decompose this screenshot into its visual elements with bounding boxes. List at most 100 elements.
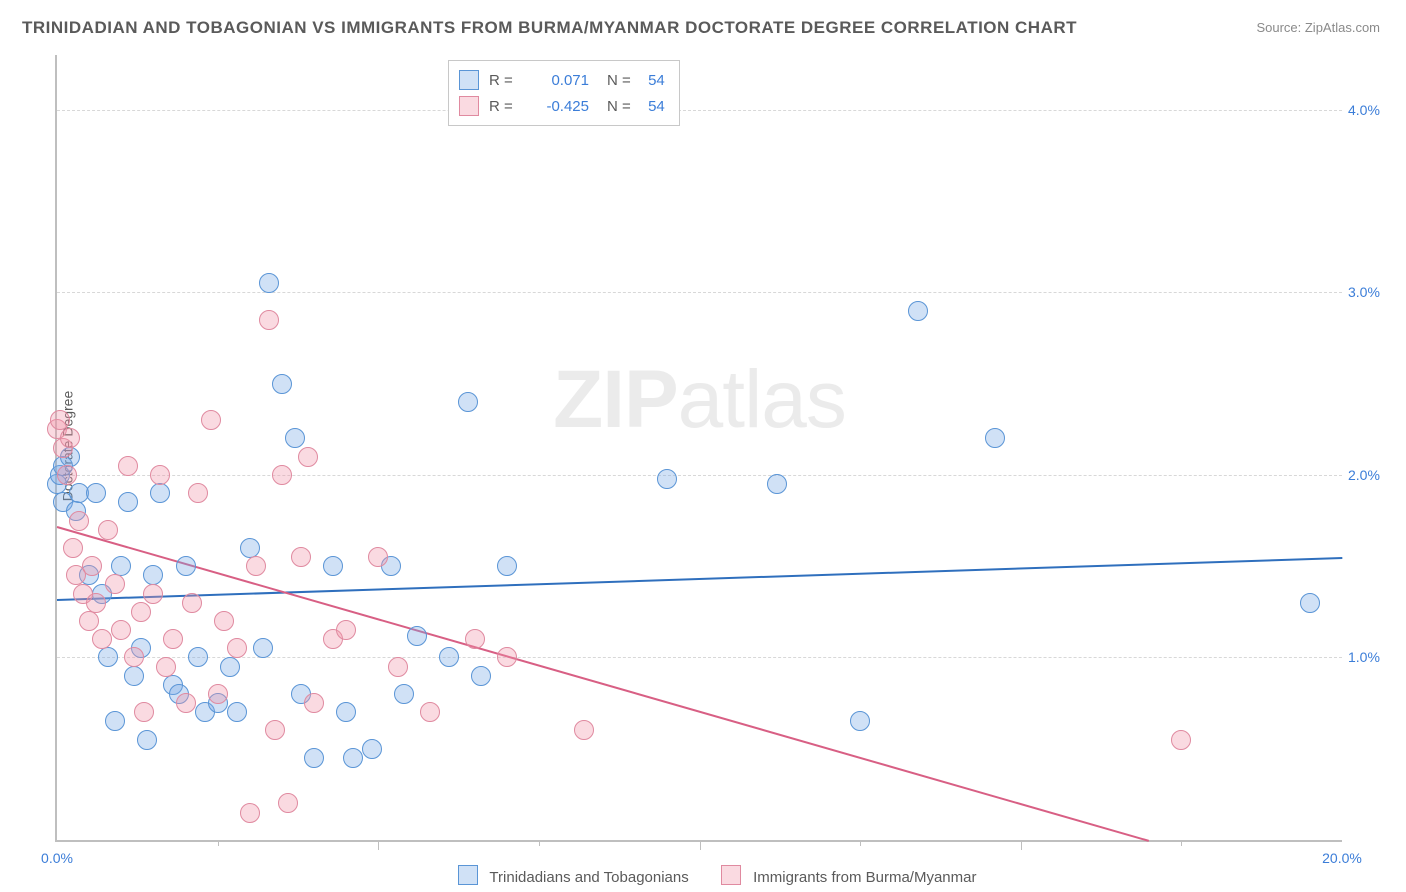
data-point-trinidad bbox=[272, 374, 292, 394]
y-tick-label: 3.0% bbox=[1348, 284, 1396, 300]
data-point-burma bbox=[176, 693, 196, 713]
x-tick-label: 0.0% bbox=[41, 850, 73, 866]
data-point-burma bbox=[388, 657, 408, 677]
data-point-burma bbox=[124, 647, 144, 667]
data-point-trinidad bbox=[362, 739, 382, 759]
data-point-burma bbox=[118, 456, 138, 476]
data-point-trinidad bbox=[304, 748, 324, 768]
gridline-horizontal bbox=[57, 292, 1342, 293]
data-point-trinidad bbox=[227, 702, 247, 722]
legend-swatch-burma-icon bbox=[721, 865, 741, 885]
n-value-burma: 54 bbox=[631, 98, 665, 115]
data-point-burma bbox=[82, 556, 102, 576]
n-label: N = bbox=[607, 98, 631, 115]
data-point-burma bbox=[92, 629, 112, 649]
x-minor-tick-mark bbox=[539, 840, 540, 846]
data-point-trinidad bbox=[137, 730, 157, 750]
data-point-burma bbox=[1171, 730, 1191, 750]
data-point-burma bbox=[86, 593, 106, 613]
data-point-trinidad bbox=[98, 647, 118, 667]
r-label: R = bbox=[489, 72, 525, 89]
data-point-trinidad bbox=[111, 556, 131, 576]
r-value-trinidad: 0.071 bbox=[525, 72, 589, 89]
n-value-trinidad: 54 bbox=[631, 72, 665, 89]
data-point-burma bbox=[57, 465, 77, 485]
data-point-burma bbox=[298, 447, 318, 467]
data-point-trinidad bbox=[850, 711, 870, 731]
data-point-trinidad bbox=[105, 711, 125, 731]
legend-swatch-trinidad-icon bbox=[458, 865, 478, 885]
legend-bottom: Trinidadians and Tobagonians Immigrants … bbox=[0, 865, 1406, 886]
data-point-trinidad bbox=[86, 483, 106, 503]
data-point-trinidad bbox=[259, 273, 279, 293]
data-point-trinidad bbox=[240, 538, 260, 558]
data-point-trinidad bbox=[497, 556, 517, 576]
data-point-burma bbox=[60, 428, 80, 448]
data-point-trinidad bbox=[908, 301, 928, 321]
data-point-trinidad bbox=[985, 428, 1005, 448]
data-point-burma bbox=[465, 629, 485, 649]
y-tick-label: 4.0% bbox=[1348, 102, 1396, 118]
data-point-burma bbox=[105, 574, 125, 594]
data-point-trinidad bbox=[439, 647, 459, 667]
data-point-trinidad bbox=[343, 748, 363, 768]
legend-label-burma: Immigrants from Burma/Myanmar bbox=[753, 869, 976, 886]
data-point-burma bbox=[420, 702, 440, 722]
data-point-trinidad bbox=[188, 647, 208, 667]
data-point-burma bbox=[143, 584, 163, 604]
data-point-burma bbox=[134, 702, 154, 722]
data-point-trinidad bbox=[394, 684, 414, 704]
data-point-burma bbox=[240, 803, 260, 823]
x-minor-tick-mark bbox=[1181, 840, 1182, 846]
data-point-burma bbox=[574, 720, 594, 740]
data-point-trinidad bbox=[767, 474, 787, 494]
data-point-trinidad bbox=[253, 638, 273, 658]
y-tick-label: 2.0% bbox=[1348, 467, 1396, 483]
data-point-trinidad bbox=[285, 428, 305, 448]
data-point-burma bbox=[182, 593, 202, 613]
data-point-burma bbox=[246, 556, 266, 576]
watermark: ZIPatlas bbox=[553, 353, 846, 447]
data-point-burma bbox=[111, 620, 131, 640]
data-point-trinidad bbox=[407, 626, 427, 646]
data-point-trinidad bbox=[176, 556, 196, 576]
correlation-stats-box: R = 0.071 N = 54 R = -0.425 N = 54 bbox=[448, 60, 680, 126]
chart-title: TRINIDADIAN AND TOBAGONIAN VS IMMIGRANTS… bbox=[22, 18, 1077, 38]
data-point-burma bbox=[265, 720, 285, 740]
gridline-horizontal bbox=[57, 475, 1342, 476]
r-label: R = bbox=[489, 98, 525, 115]
swatch-burma-icon bbox=[459, 96, 479, 116]
gridline-horizontal bbox=[57, 657, 1342, 658]
data-point-burma bbox=[336, 620, 356, 640]
data-point-burma bbox=[259, 310, 279, 330]
watermark-zip: ZIP bbox=[553, 354, 678, 445]
data-point-trinidad bbox=[657, 469, 677, 489]
legend-label-trinidad: Trinidadians and Tobagonians bbox=[489, 869, 688, 886]
data-point-burma bbox=[150, 465, 170, 485]
data-point-trinidad bbox=[458, 392, 478, 412]
data-point-burma bbox=[163, 629, 183, 649]
data-point-trinidad bbox=[471, 666, 491, 686]
data-point-burma bbox=[208, 684, 228, 704]
data-point-trinidad bbox=[1300, 593, 1320, 613]
data-point-burma bbox=[63, 538, 83, 558]
source-attribution: Source: ZipAtlas.com bbox=[1256, 20, 1380, 35]
x-tick-label: 20.0% bbox=[1322, 850, 1362, 866]
data-point-trinidad bbox=[124, 666, 144, 686]
data-point-trinidad bbox=[220, 657, 240, 677]
data-point-burma bbox=[291, 547, 311, 567]
watermark-atlas: atlas bbox=[678, 354, 846, 445]
stats-row-trinidad: R = 0.071 N = 54 bbox=[459, 67, 665, 93]
data-point-burma bbox=[131, 602, 151, 622]
y-tick-label: 1.0% bbox=[1348, 649, 1396, 665]
data-point-burma bbox=[214, 611, 234, 631]
data-point-burma bbox=[50, 410, 70, 430]
data-point-trinidad bbox=[150, 483, 170, 503]
data-point-burma bbox=[188, 483, 208, 503]
r-value-burma: -0.425 bbox=[525, 98, 589, 115]
data-point-trinidad bbox=[323, 556, 343, 576]
data-point-burma bbox=[79, 611, 99, 631]
swatch-trinidad-icon bbox=[459, 70, 479, 90]
x-tick-mark bbox=[378, 840, 379, 850]
data-point-trinidad bbox=[336, 702, 356, 722]
